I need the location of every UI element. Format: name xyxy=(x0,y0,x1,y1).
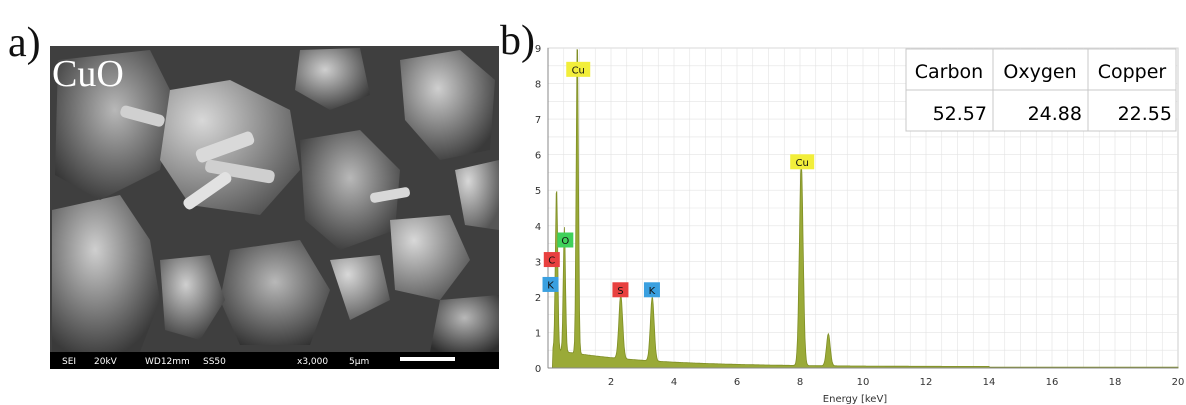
eds-spectrum xyxy=(548,49,1179,369)
table-value-oxygen: 24.88 xyxy=(1028,103,1082,125)
peak-label-box xyxy=(643,282,660,298)
peak-label-k: K xyxy=(643,282,660,298)
y-tick-label: 3 xyxy=(535,257,541,268)
sem-info-voltage: 20kV xyxy=(94,357,118,367)
peak-label-box xyxy=(557,232,574,248)
peak-label-box xyxy=(612,282,629,298)
y-tick-label: 5 xyxy=(535,186,541,197)
peak-label-box xyxy=(566,61,591,77)
sem-overlay-label: CuO xyxy=(52,53,124,95)
peak-label-text: K xyxy=(649,286,656,297)
peak-label-s: S xyxy=(612,282,629,298)
sem-info-magnification: x3,000 xyxy=(297,357,328,367)
x-tick-label: 6 xyxy=(734,377,740,388)
peak-label-cu: Cu xyxy=(566,61,591,77)
eds-x-axis-label: Energy [keV] xyxy=(823,394,888,405)
peak-label-k: K xyxy=(542,276,559,292)
peak-label-text: S xyxy=(617,286,623,297)
x-tick-label: 4 xyxy=(671,377,677,388)
sem-image-area xyxy=(50,46,499,352)
x-tick-label: 16 xyxy=(1046,377,1059,388)
y-tick-label: 1 xyxy=(535,328,541,339)
table-header-oxygen: Oxygen xyxy=(1003,61,1076,83)
x-tick-label: 18 xyxy=(1109,377,1122,388)
sem-info-detector: SEI xyxy=(62,357,76,367)
peak-label-box xyxy=(543,252,560,268)
x-tick-label: 10 xyxy=(857,377,870,388)
y-tick-label: 4 xyxy=(535,222,541,233)
composition-table: Carbon Oxygen Copper 52.57 24.88 22.55 xyxy=(905,48,1177,132)
panel-a-letter: a) xyxy=(8,20,41,66)
x-tick-label: 12 xyxy=(920,377,933,388)
table-header-carbon: Carbon xyxy=(915,61,983,83)
x-tick-label: 14 xyxy=(983,377,996,388)
panel-b-letter: b) xyxy=(500,18,535,64)
y-tick-label: 0 xyxy=(535,364,541,375)
table-header-copper: Copper xyxy=(1098,61,1167,83)
sem-info-working-distance: WD12mm xyxy=(145,357,190,367)
peak-label-box xyxy=(542,276,559,292)
sem-scale-bar xyxy=(400,357,455,361)
sem-info-scale-label: 5µm xyxy=(349,357,369,367)
y-tick-label: 9 xyxy=(535,44,541,55)
eds-peak-labels: Cu OC K S K Cu xyxy=(542,61,815,298)
x-tick-label: 8 xyxy=(797,377,803,388)
peak-label-c: C xyxy=(543,252,560,268)
x-tick-label: 20 xyxy=(1172,377,1185,388)
peak-label-cu: Cu xyxy=(790,154,815,170)
peak-label-text: Cu xyxy=(796,158,809,169)
peak-label-text: O xyxy=(561,236,569,247)
spectrum-area xyxy=(548,49,1179,369)
y-tick-label: 7 xyxy=(535,115,541,126)
sem-info-bar xyxy=(50,352,499,369)
y-tick-label: 8 xyxy=(535,80,541,91)
table-value-copper: 22.55 xyxy=(1118,103,1172,125)
table-value-carbon: 52.57 xyxy=(933,103,987,125)
peak-label-text: Cu xyxy=(572,65,585,76)
x-tick-label: 2 xyxy=(608,377,614,388)
peak-label-text: C xyxy=(548,256,555,267)
sem-info-spot-size: SS50 xyxy=(203,357,226,367)
y-tick-label: 2 xyxy=(535,293,541,304)
y-tick-label: 6 xyxy=(535,151,541,162)
peak-label-text: K xyxy=(547,280,554,291)
peak-label-box xyxy=(790,154,815,170)
peak-label-o: O xyxy=(557,232,574,248)
